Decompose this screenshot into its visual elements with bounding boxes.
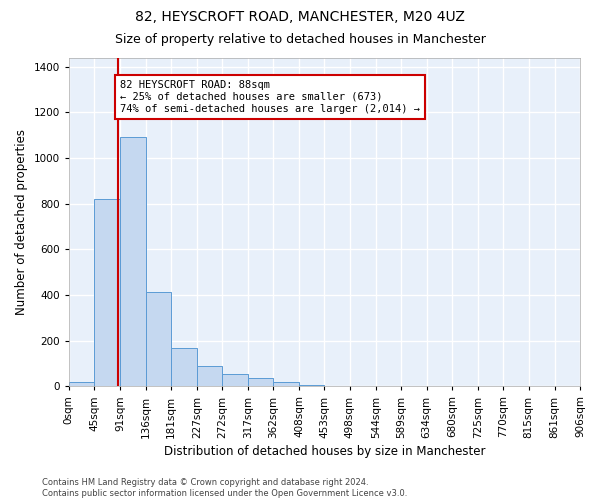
Y-axis label: Number of detached properties: Number of detached properties xyxy=(15,129,28,315)
Bar xyxy=(197,366,222,386)
X-axis label: Distribution of detached houses by size in Manchester: Distribution of detached houses by size … xyxy=(164,444,485,458)
Bar xyxy=(146,292,171,386)
Bar xyxy=(171,348,197,387)
Bar xyxy=(94,199,120,386)
Text: Contains HM Land Registry data © Crown copyright and database right 2024.
Contai: Contains HM Land Registry data © Crown c… xyxy=(42,478,407,498)
Bar xyxy=(248,378,273,386)
Bar xyxy=(69,382,94,386)
Bar xyxy=(273,382,299,386)
Text: 82, HEYSCROFT ROAD, MANCHESTER, M20 4UZ: 82, HEYSCROFT ROAD, MANCHESTER, M20 4UZ xyxy=(135,10,465,24)
Text: Size of property relative to detached houses in Manchester: Size of property relative to detached ho… xyxy=(115,32,485,46)
Bar xyxy=(222,374,248,386)
Bar xyxy=(120,138,146,386)
Text: 82 HEYSCROFT ROAD: 88sqm
← 25% of detached houses are smaller (673)
74% of semi-: 82 HEYSCROFT ROAD: 88sqm ← 25% of detach… xyxy=(120,80,420,114)
